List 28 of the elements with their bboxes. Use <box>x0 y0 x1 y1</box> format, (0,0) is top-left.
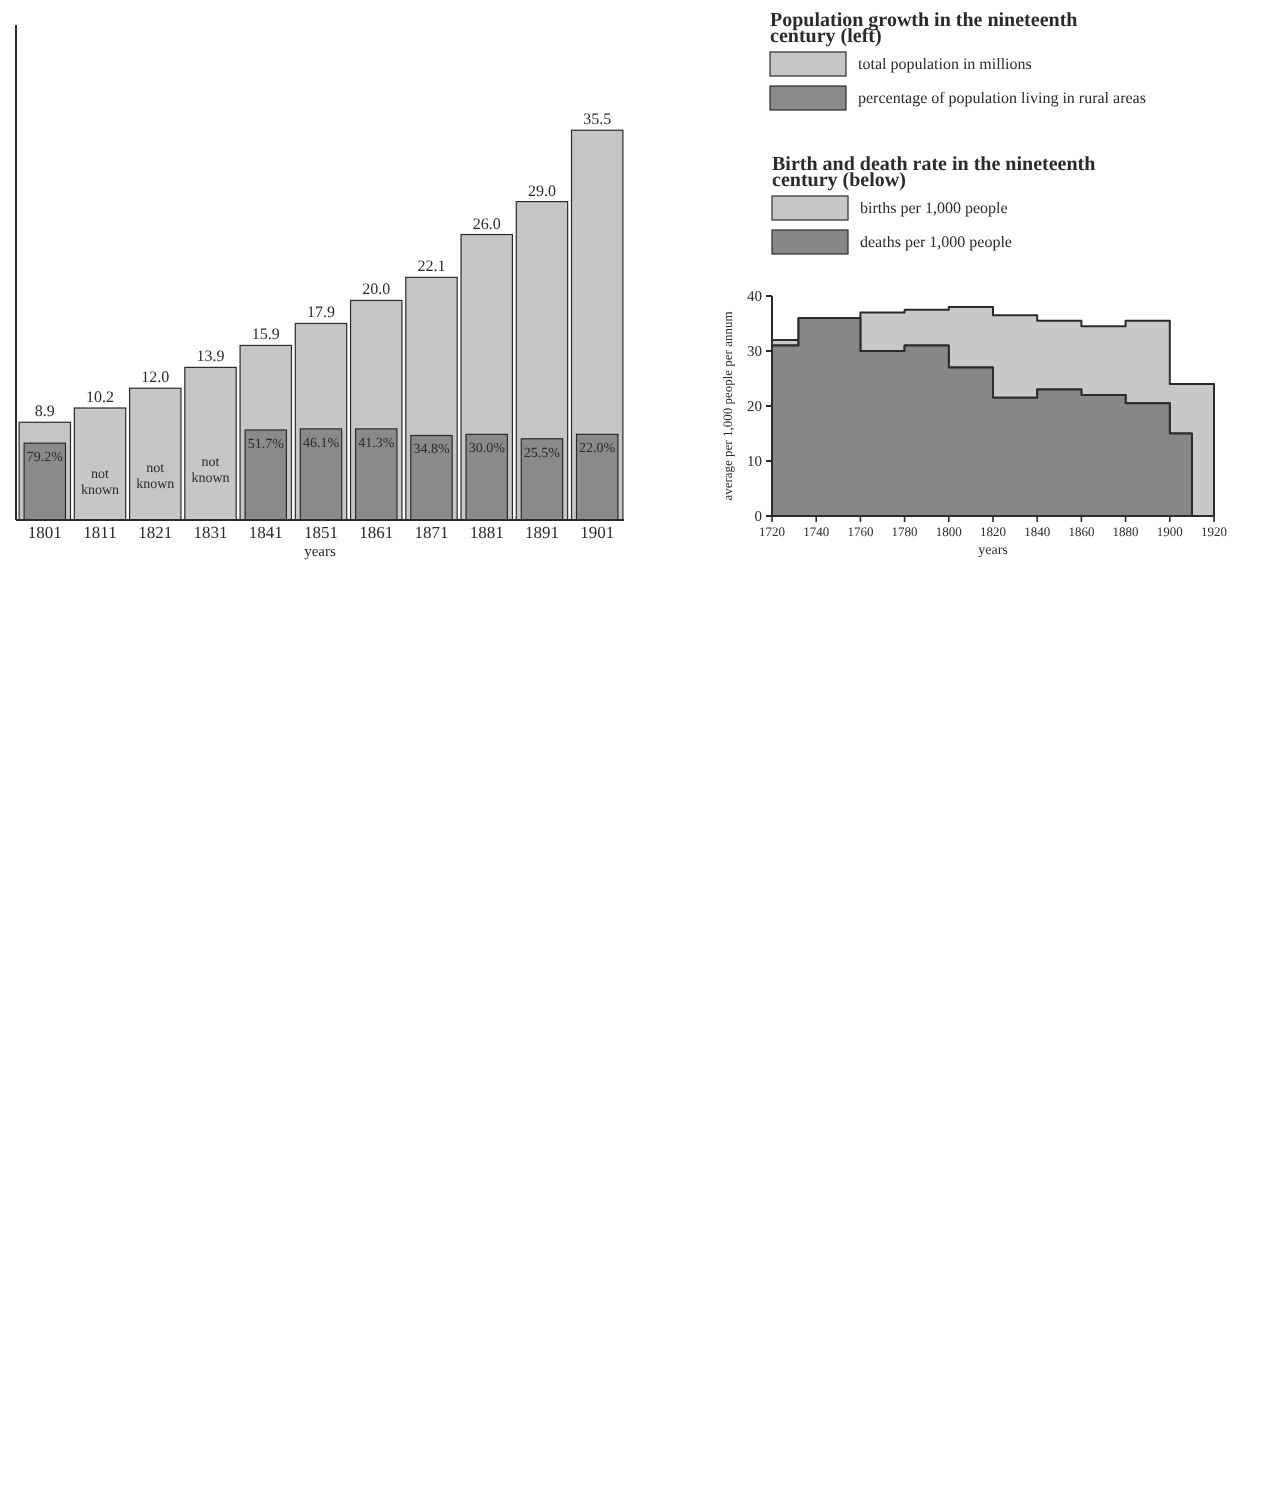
x-tick-label: 1821 <box>138 522 173 542</box>
legend-title: Birth and death rate in the nineteenth century (below) <box>772 154 1097 192</box>
x-tick-label: 1841 <box>248 522 283 542</box>
data-label: 35.5 <box>583 110 612 129</box>
x-tick-label: 1831 <box>193 522 228 542</box>
x-tick-label: 1891 <box>524 522 559 542</box>
data-label: 17.9 <box>307 303 335 322</box>
x-tick-label: 1851 <box>304 522 338 542</box>
x-tick-label: 1871 <box>414 522 449 542</box>
legend-label: births per 1,000 people <box>860 199 1009 217</box>
legend-label: percentage of population living in rural areas <box>858 89 1146 107</box>
data-label: 26.0 <box>472 214 501 233</box>
data-label: 10.2 <box>86 388 115 407</box>
x-tick-label: 1801 <box>27 522 62 542</box>
data-label: 20.0 <box>362 280 391 299</box>
data-label: 12.0 <box>141 368 170 387</box>
data-label: 13.9 <box>196 347 225 366</box>
x-tick-label: 1811 <box>83 522 117 542</box>
legend-title: Population growth in the nineteenth century (left) <box>770 10 1079 48</box>
data-label: 22.1 <box>417 257 446 276</box>
legend-label: total population in millions <box>858 55 1032 73</box>
x-tick-label: 1901 <box>580 522 615 542</box>
x-tick-label: 1881 <box>469 522 504 542</box>
data-label: 8.9 <box>34 402 55 421</box>
x-tick-label: 1861 <box>359 522 394 542</box>
legend-label: deaths per 1,000 people <box>860 233 1013 251</box>
data-label: 29.0 <box>527 181 556 200</box>
data-label: 15.9 <box>251 325 280 344</box>
